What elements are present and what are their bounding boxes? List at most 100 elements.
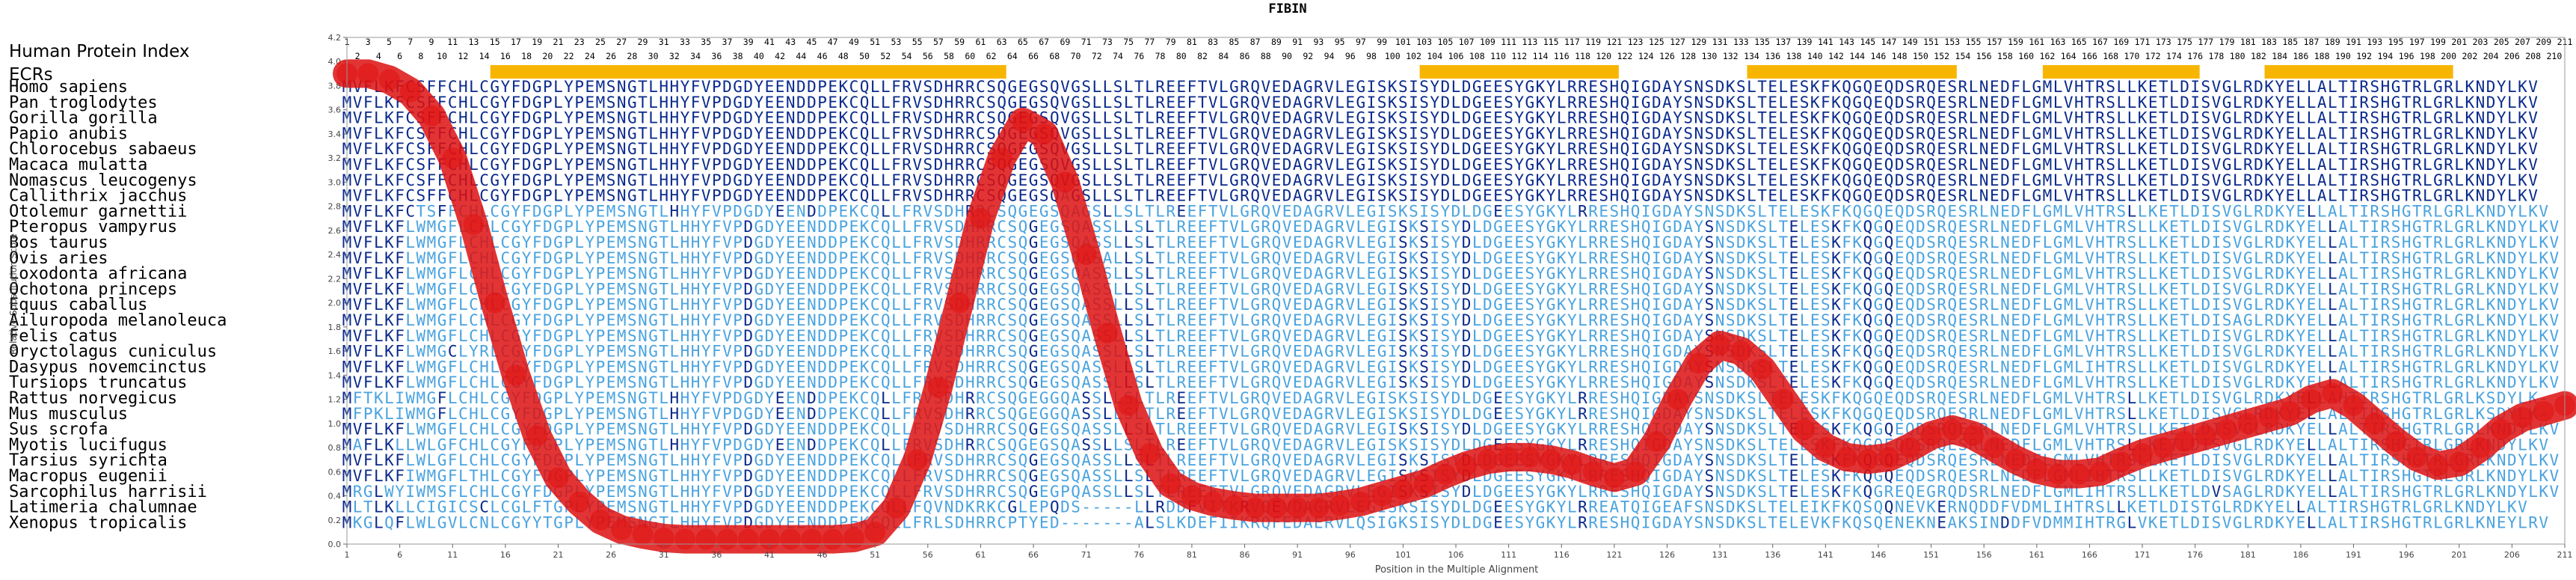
human-index-number: 15 [490,37,500,47]
alignment-residue: S [2370,94,2379,112]
human-index-number: 48 [838,51,849,61]
y-tick-label: 2.8 [328,202,342,212]
human-index-number: 49 [849,37,859,47]
alignment-residue: D [1282,124,1292,142]
alignment-residue: L [881,94,891,112]
ecr-bar [2042,65,2200,79]
alignment-residue: L [1779,94,1789,112]
ecr-bar [490,65,1006,79]
alignment-residue: L [2021,78,2031,96]
alignment-residue: Q [1620,109,1630,127]
alignment-residue: P [817,78,827,96]
alignment-residue: L [2328,109,2337,127]
alignment-residue: S [986,78,996,96]
alignment-residue: F [2011,78,2020,96]
alignment-residue: P [543,94,553,112]
alignment-residue: S [1504,109,1513,127]
alignment-residue: H [1610,78,1620,96]
human-index-number: 194 [2378,51,2394,61]
alignment-residue: R [1314,109,1324,127]
alignment-residue: S [1736,94,1746,112]
human-index-number: 142 [1828,51,1844,61]
alignment-residue: E [1937,124,1946,142]
alignment-residue: R [1578,124,1587,142]
human-index-number: 34 [690,51,701,61]
alignment-residue: H [2074,109,2084,127]
alignment-residue: S [1504,78,1513,96]
alignment-residue: E [828,124,837,142]
alignment-residue: R [2095,78,2105,96]
alignment-residue: Y [754,124,764,142]
alignment-residue: G [1303,109,1313,127]
alignment-residue: R [2359,109,2369,127]
human-index-number: 16 [500,51,511,61]
alignment-residue: Y [2497,78,2506,96]
alignment-residue: M [596,94,606,112]
alignment-residue: L [1103,78,1113,96]
alignment-residue: L [1335,94,1344,112]
alignment-residue: Y [680,78,690,96]
alignment-residue: S [1705,94,1715,112]
alignment-residue: L [1092,78,1101,96]
species-name: Dasypus novemcinctus [9,358,207,376]
alignment-residue: A [1662,109,1672,127]
human-index-number: 2 [355,51,360,61]
alignment-residue: A [2317,109,2327,127]
species-name: Nomascus leucogenys [9,171,197,190]
alignment-residue: R [1916,109,1925,127]
alignment-residue: Y [1514,124,1524,142]
alignment-residue: L [1124,124,1134,142]
alignment-residue: L [374,94,384,112]
alignment-residue: Q [1842,124,1851,142]
alignment-residue: F [1821,94,1830,112]
y-tick-label: 1.0 [328,419,342,429]
alignment-residue: V [1208,94,1218,112]
human-index-number: 58 [944,51,954,61]
alignment-residue: V [1208,109,1218,127]
human-index-number: 120 [1596,51,1611,61]
human-index-number: 41 [764,37,775,47]
alignment-residue: D [2254,124,2263,142]
alignment-residue: F [437,78,447,96]
alignment-residue: Y [680,109,690,127]
human-index-number: 144 [1849,51,1865,61]
species-name: Macaca mulatta [9,156,147,174]
alignment-residue: T [638,109,648,127]
chart-title: FIBIN [1268,1,1306,16]
alignment-residue: R [955,94,965,112]
alignment-residue: G [1472,78,1482,96]
alignment-residue: F [2011,109,2020,127]
human-index-number: 197 [2409,37,2425,47]
alignment-residue: S [2106,94,2115,112]
alignment-residue: C [849,94,859,112]
alignment-residue: L [1779,124,1789,142]
alignment-residue: Y [680,94,690,112]
human-index-number: 151 [1923,37,1939,47]
alignment-residue: F [1187,78,1197,96]
alignment-residue: E [1768,124,1777,142]
alignment-residue: S [1113,94,1123,112]
alignment-residue: L [2053,78,2063,96]
human-index-number: 81 [1187,37,1197,47]
human-index-number: 80 [1176,51,1187,61]
human-index-number: 189 [2325,37,2340,47]
species-name: Callithrix jacchus [9,187,187,206]
alignment-residue: Q [1842,109,1851,127]
human-index-number: 157 [1987,37,2002,47]
ecr-bar [2264,65,2453,79]
human-index-number: 164 [2061,51,2077,61]
alignment-residue: R [2444,94,2453,112]
alignment-residue: L [1335,124,1344,142]
human-index-number: 208 [2525,51,2541,61]
alignment-residue: K [1831,94,1841,112]
alignment-residue: E [775,124,785,142]
alignment-residue: Q [1884,124,1894,142]
alignment-residue: L [1969,94,1979,112]
alignment-residue: V [1324,78,1334,96]
alignment-residue: M [2043,124,2053,142]
alignment-residue: R [1240,94,1249,112]
human-index-number: 84 [1218,51,1229,61]
alignment-residue: R [1578,109,1587,127]
alignment-residue: Y [2275,94,2284,112]
